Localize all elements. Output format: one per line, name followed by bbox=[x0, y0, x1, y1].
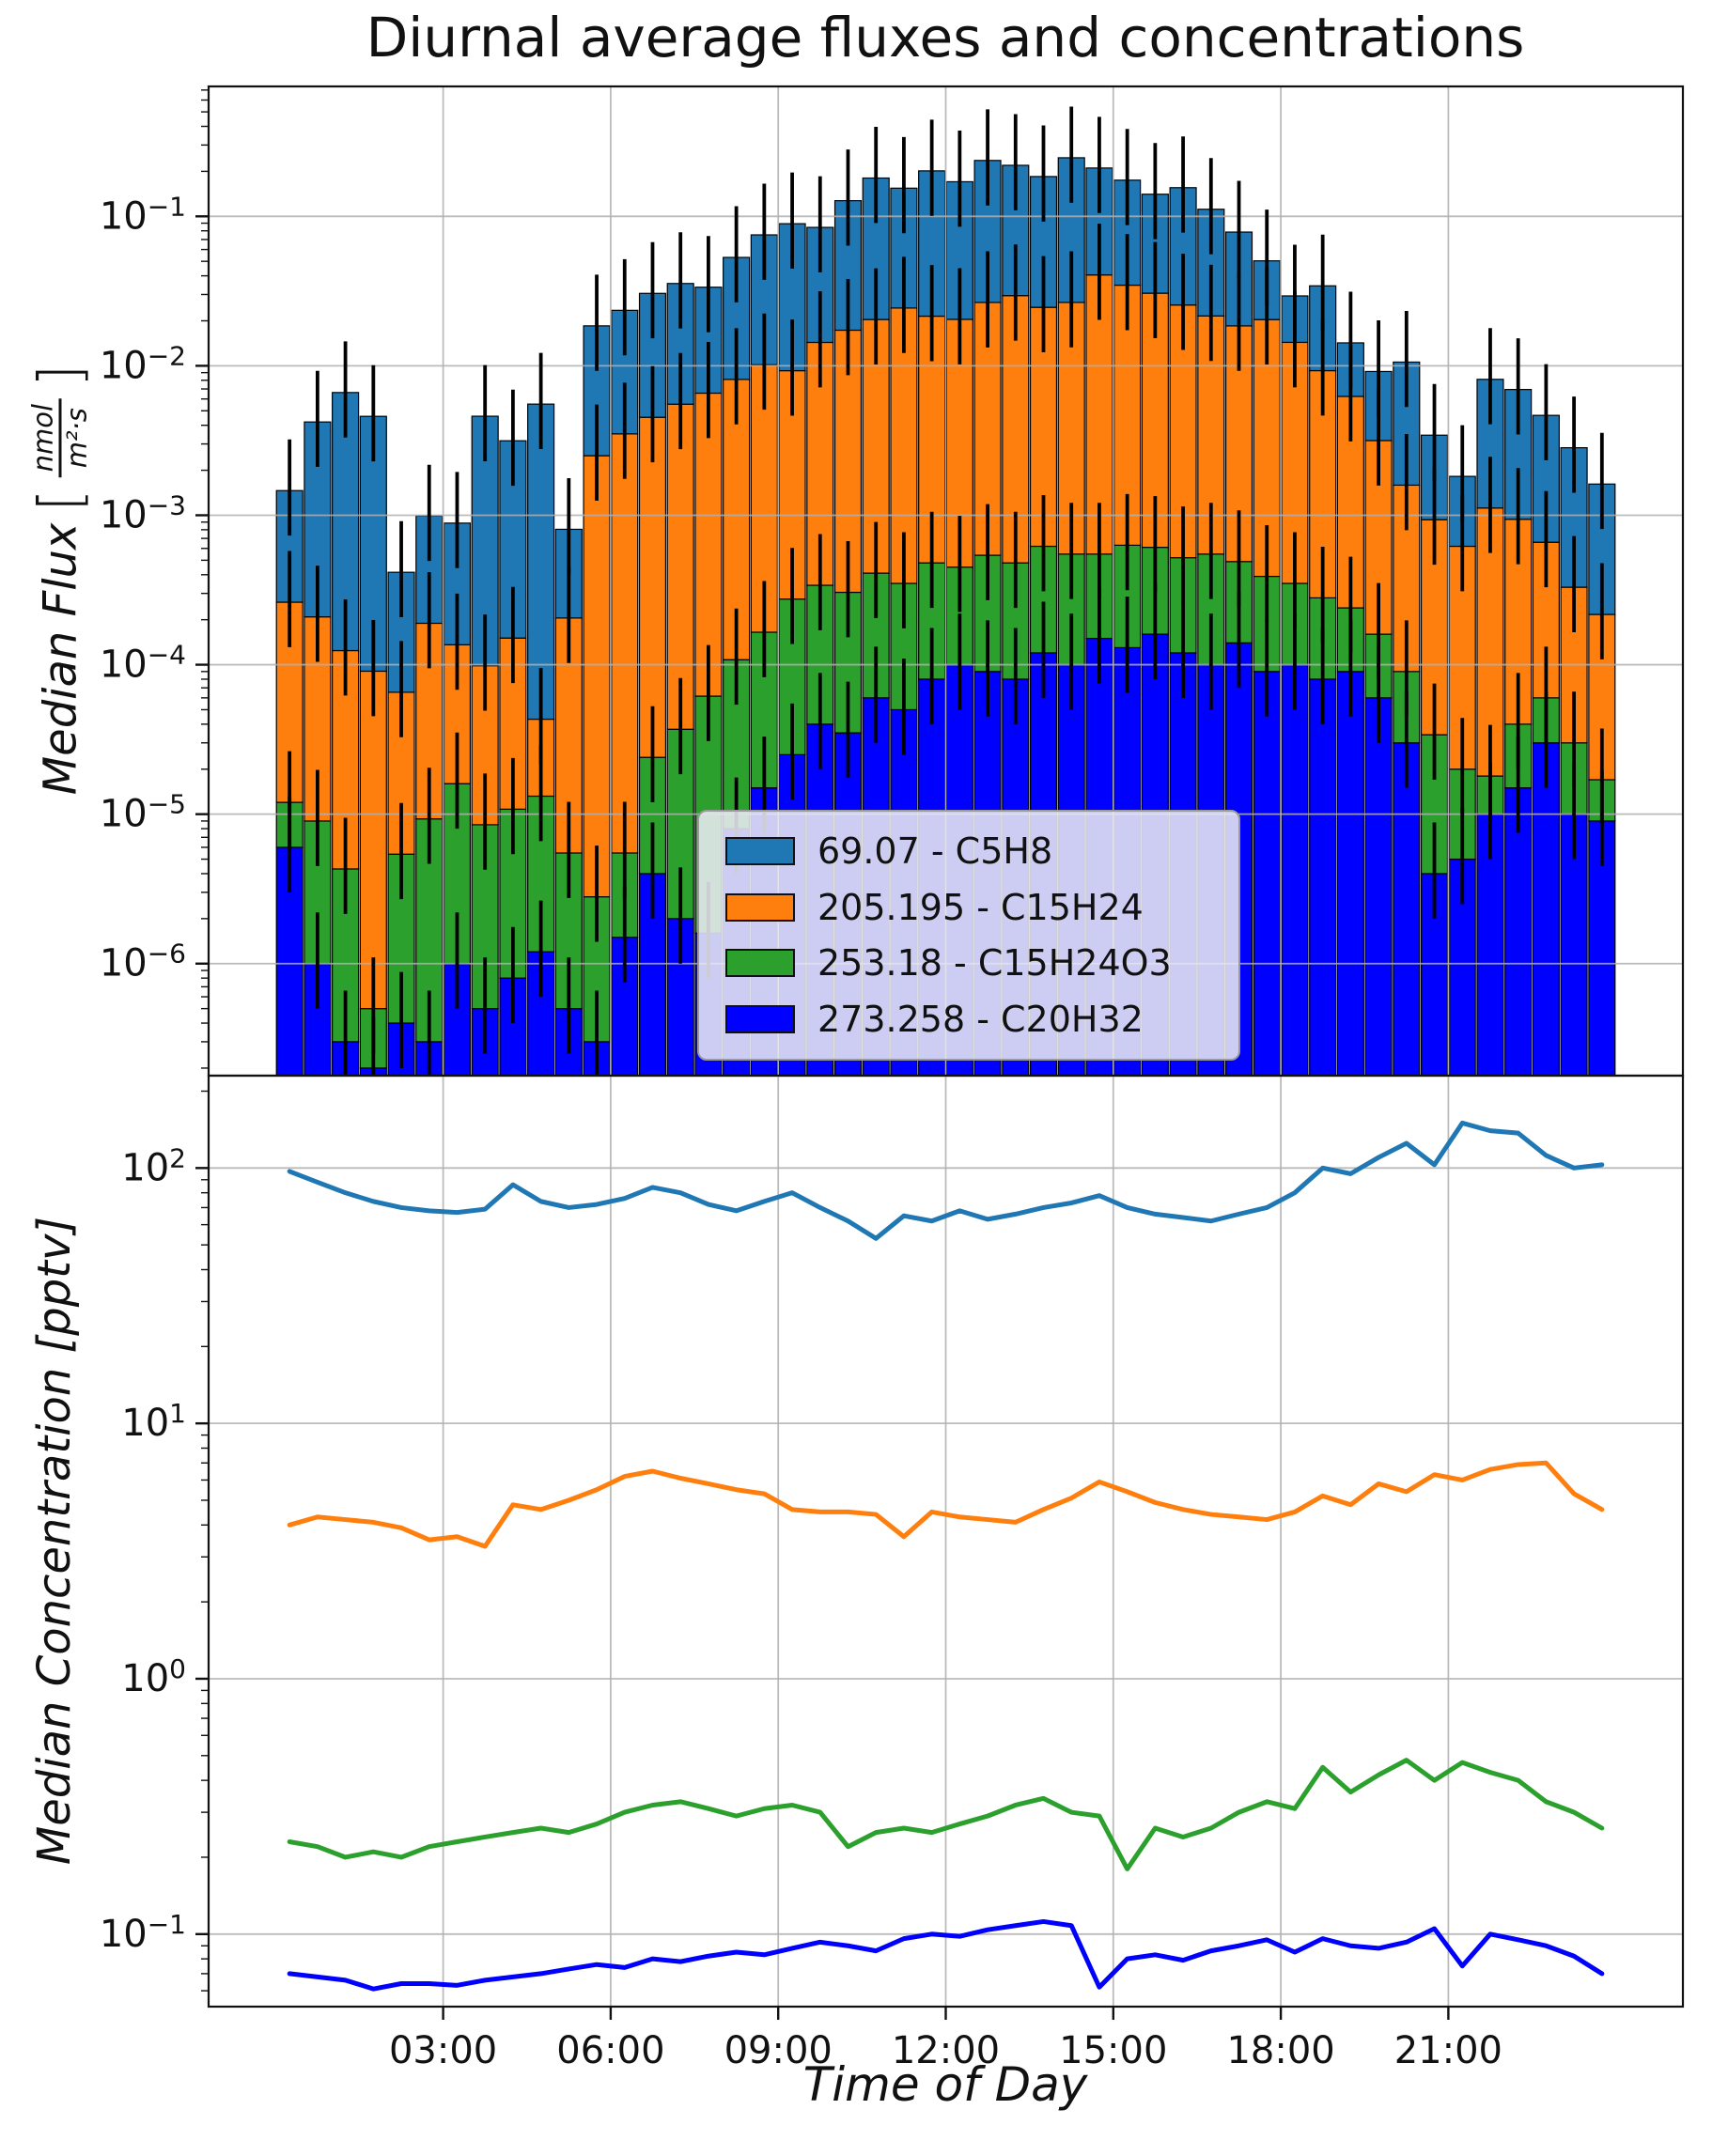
legend-item-3: 273.258 - C20H32 bbox=[725, 999, 1212, 1040]
concentration-axes: 102 101 100 10−1 03:00 06:00 09:00 12:00 15:00 18… bbox=[100, 1090, 1502, 2072]
series-line-273.258 - C20H32 bbox=[287, 1918, 1605, 1992]
svg-text:15:00: 15:00 bbox=[1059, 2029, 1167, 2072]
flux-y-axis-label: Median Flux [ nmol m²·s ] bbox=[26, 365, 95, 795]
legend-label: 69.07 - C5H8 bbox=[817, 830, 1053, 872]
svg-text:10−1: 10−1 bbox=[100, 1909, 186, 1956]
flux-y-axis: 10−1 10−2 10−3 10−4 10−5 10−6 bbox=[100, 89, 209, 1069]
svg-text:06:00: 06:00 bbox=[556, 2029, 664, 2072]
flux-unit-numerator: nmol bbox=[26, 397, 62, 478]
legend-label: 273.258 - C20H32 bbox=[817, 999, 1144, 1041]
flux-unit-denominator: m²·s bbox=[60, 408, 93, 469]
concentration-lines bbox=[287, 1120, 1605, 1992]
concentration-y-axis-label: Median Concentration [pptv] bbox=[28, 1216, 81, 1866]
legend: 69.07 - C5H8 205.195 - C15H24 253.18 - C15… bbox=[697, 810, 1240, 1061]
legend-item-1: 205.195 - C15H24 bbox=[725, 887, 1212, 928]
legend-label: 205.195 - C15H24 bbox=[817, 886, 1144, 928]
svg-text:10−2: 10−2 bbox=[100, 340, 186, 387]
svg-text:10−3: 10−3 bbox=[100, 489, 186, 536]
svg-text:12:00: 12:00 bbox=[892, 2029, 1000, 2072]
legend-label: 253.18 - C15H24O3 bbox=[817, 942, 1172, 985]
svg-text:21:00: 21:00 bbox=[1394, 2029, 1502, 2072]
svg-text:102: 102 bbox=[121, 1142, 186, 1189]
legend-swatch bbox=[725, 949, 795, 978]
legend-swatch bbox=[725, 892, 795, 922]
series-line-69.07 - C5H8 bbox=[287, 1120, 1605, 1241]
legend-item-0: 69.07 - C5H8 bbox=[725, 830, 1212, 872]
legend-item-2: 253.18 - C15H24O3 bbox=[725, 942, 1212, 984]
svg-text:100: 100 bbox=[121, 1653, 186, 1700]
svg-text:18:00: 18:00 bbox=[1226, 2029, 1334, 2072]
svg-text:10−5: 10−5 bbox=[100, 789, 186, 836]
svg-text:09:00: 09:00 bbox=[724, 2029, 833, 2072]
svg-text:10−4: 10−4 bbox=[100, 640, 186, 687]
x-axis-label: Time of Day bbox=[802, 2057, 1088, 2112]
flux-label-text: Median Flux bbox=[34, 522, 86, 796]
legend-swatch bbox=[725, 836, 795, 865]
bracket-open: [ bbox=[25, 489, 95, 512]
flux-error-bars bbox=[288, 106, 1604, 1075]
bracket-close: ] bbox=[25, 364, 95, 387]
figure-title: Diurnal average fluxes and concentration… bbox=[366, 6, 1525, 70]
svg-text:10−1: 10−1 bbox=[100, 191, 186, 238]
legend-swatch bbox=[725, 1005, 795, 1034]
svg-text:101: 101 bbox=[121, 1398, 186, 1445]
series-line-253.18 - C15H24O3 bbox=[287, 1758, 1605, 1871]
flux-unit-fraction: nmol m²·s bbox=[26, 397, 93, 478]
svg-text:03:00: 03:00 bbox=[389, 2029, 497, 2072]
series-line-205.195 - C15H24 bbox=[287, 1460, 1605, 1549]
svg-text:10−6: 10−6 bbox=[100, 938, 186, 985]
